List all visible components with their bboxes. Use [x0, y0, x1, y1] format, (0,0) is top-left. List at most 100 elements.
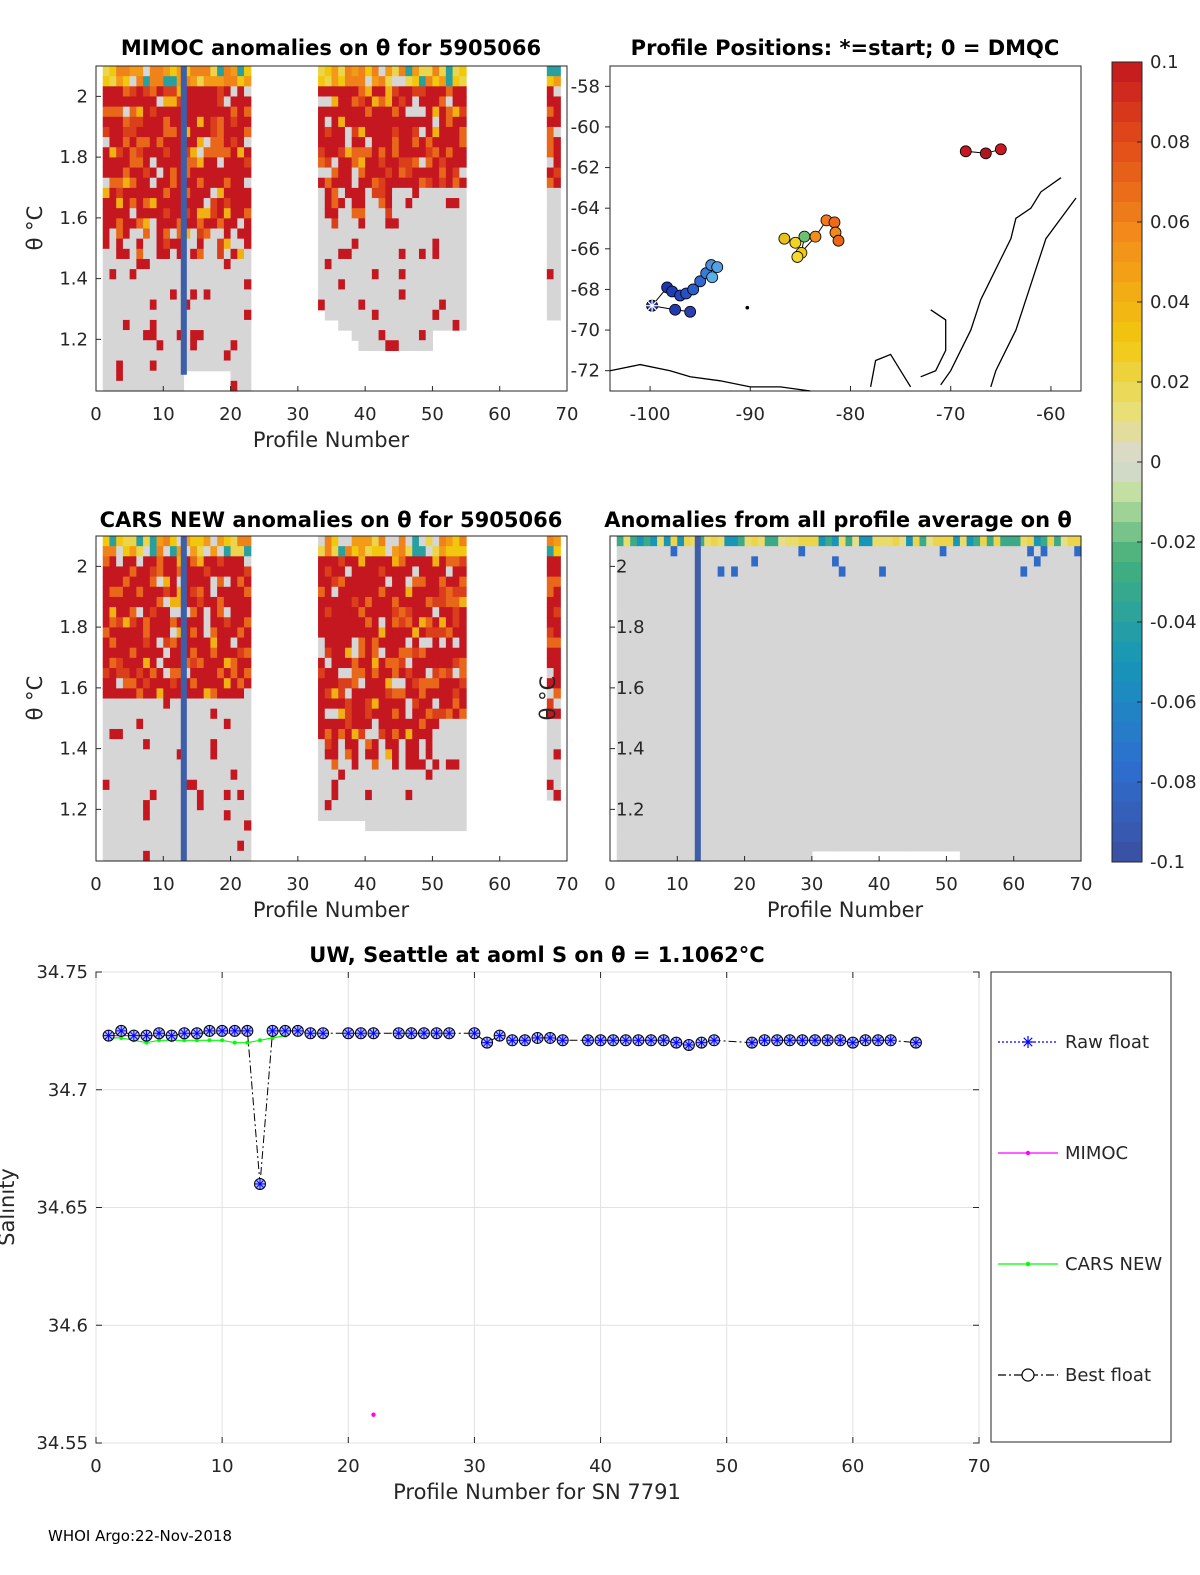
heatmap-cell [244, 850, 252, 862]
heatmap-cell [1013, 810, 1022, 821]
heatmap-cell [912, 596, 921, 608]
heatmap-cell [845, 728, 853, 740]
heatmap-cell [156, 556, 164, 568]
heatmap-cell [324, 647, 333, 659]
heatmap-cell [398, 698, 407, 710]
heatmap-cell [392, 319, 400, 331]
heatmap-cell [959, 596, 968, 608]
heatmap-cell [872, 789, 880, 801]
heatmap-cell [136, 218, 144, 230]
heatmap-cell [358, 86, 366, 98]
heatmap-cell [546, 566, 555, 578]
heatmap-cell [959, 789, 968, 801]
heatmap-cell [190, 668, 198, 679]
heatmap-cell [684, 546, 692, 557]
heatmap-cell [338, 688, 346, 700]
heatmap-cell [758, 708, 766, 720]
heatmap-cell [953, 749, 961, 761]
heatmap-cell [102, 299, 111, 311]
heatmap-cell [445, 309, 454, 321]
heatmap-cell [670, 556, 678, 568]
heatmap-cell [445, 76, 454, 87]
heatmap-cell [697, 749, 705, 761]
heatmap-cell [217, 66, 225, 77]
heatmap-cell [170, 708, 178, 720]
heatmap-cell [452, 546, 460, 557]
heatmap-cell [690, 607, 699, 618]
heatmap-cell [156, 850, 164, 862]
heatmap-cell [237, 289, 245, 301]
x-tick-label: 30 [286, 404, 309, 425]
heatmap-cell [663, 830, 672, 842]
y-tick-label: 2 [77, 556, 88, 577]
heatmap-cell [244, 810, 252, 821]
heatmap-cell [1013, 850, 1022, 862]
heatmap-cell [149, 576, 158, 588]
heatmap-cell [710, 556, 719, 568]
heatmap-cell [122, 198, 131, 209]
heatmap-cell [751, 546, 759, 557]
heatmap-cell [459, 66, 467, 77]
heatmap-cell [230, 66, 238, 77]
heatmap-cell [223, 536, 232, 547]
heatmap-cell [183, 718, 191, 730]
heatmap-cell [392, 536, 400, 547]
heatmap-cell [378, 269, 386, 280]
heatmap-cell [953, 586, 961, 598]
heatmap-cell [973, 566, 981, 578]
heatmap-cell [371, 556, 380, 568]
heatmap-cell [136, 546, 144, 557]
heatmap-cell [129, 830, 137, 842]
heatmap-cell [764, 749, 773, 761]
heatmap-cell [784, 779, 793, 791]
heatmap-cell [196, 157, 205, 169]
heatmap-cell [919, 627, 927, 639]
heatmap-cell [338, 708, 346, 720]
heatmap-cell [439, 228, 447, 240]
heatmap-cell [143, 779, 151, 791]
heatmap-cell [122, 370, 131, 382]
heatmap-cell [677, 536, 685, 547]
heatmap-cell [418, 536, 427, 547]
heatmap-cell [439, 749, 447, 761]
heatmap-cell [623, 576, 631, 588]
heatmap-cell [109, 198, 117, 209]
heatmap-cell [176, 688, 185, 700]
heatmap-cell [129, 96, 137, 108]
heatmap-cell [244, 617, 252, 629]
heatmap-cell [798, 820, 806, 832]
heatmap-cell [244, 218, 252, 230]
heatmap-cell [210, 728, 218, 740]
heatmap-cell [724, 536, 732, 547]
heatmap-cell [365, 248, 373, 260]
heatmap-cell [223, 360, 232, 372]
heatmap-cell [425, 248, 434, 260]
heatmap-cell [811, 576, 820, 588]
heatmap-cell [1047, 718, 1055, 730]
heatmap-cell [358, 800, 366, 811]
heatmap-cell [697, 728, 705, 740]
heatmap-cell [737, 840, 746, 852]
heatmap-cell [156, 769, 164, 781]
heatmap-cell [932, 759, 941, 771]
heatmap-cell [445, 279, 454, 291]
heatmap-cell [751, 779, 759, 791]
heatmap-cell [244, 789, 252, 801]
heatmap-cell [1006, 546, 1015, 557]
heatmap-cell [136, 86, 144, 98]
heatmap-cell [176, 66, 185, 77]
heatmap-cell [879, 688, 887, 700]
heatmap-cell [784, 586, 793, 598]
heatmap-cell [778, 800, 786, 811]
heatmap-cell [684, 617, 692, 629]
heatmap-cell [630, 830, 638, 842]
heatmap-cell [811, 607, 820, 618]
heatmap-cell [244, 96, 252, 108]
heatmap-cell [677, 820, 685, 832]
heatmap-cell [791, 586, 799, 598]
heatmap-cell [358, 607, 366, 618]
heatmap-cell [244, 76, 252, 87]
heatmap-cell [116, 576, 124, 588]
heatmap-cell [805, 810, 813, 821]
heatmap-cell [149, 126, 158, 138]
